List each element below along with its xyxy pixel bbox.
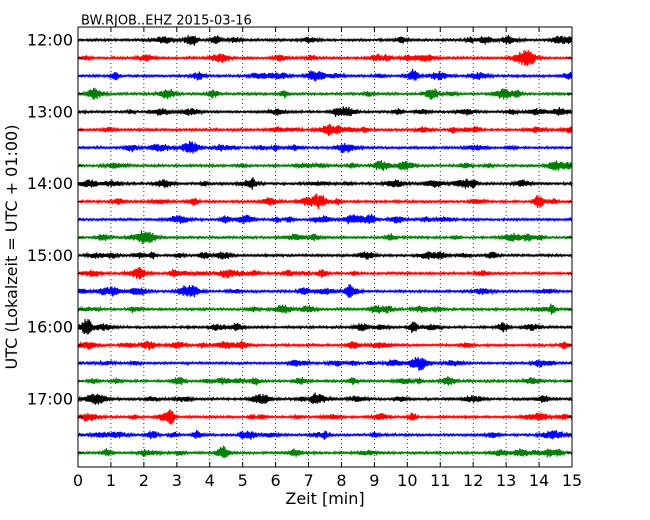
x-tick-label: 5	[238, 471, 248, 490]
y-tick-label: 16:00	[27, 318, 73, 337]
y-axis-label: UTC (Lokalzeit = UTC + 01:00)	[2, 125, 21, 370]
y-tick-label: 13:00	[27, 102, 73, 121]
y-tick-label: 14:00	[27, 174, 73, 193]
seismogram-traces	[77, 34, 573, 459]
x-axis-label: Zeit [min]	[285, 489, 364, 508]
x-tick-label: 13	[496, 471, 516, 490]
trace-1330	[77, 141, 573, 154]
trace-1715	[77, 409, 573, 425]
y-axis: 12:00 13:00 14:00 15:00 16:00 17:00	[27, 31, 572, 454]
trace-1415	[77, 193, 573, 210]
x-tick-label: 8	[336, 471, 346, 490]
x-tick-label: 2	[139, 471, 149, 490]
trace-1400	[77, 176, 573, 190]
x-tick-label: 15	[562, 471, 582, 490]
x-tick-label: 3	[172, 471, 182, 490]
grid-lines	[110, 27, 540, 467]
x-tick-label: 6	[271, 471, 281, 490]
trace-1315	[77, 123, 573, 136]
trace-1245	[77, 87, 573, 100]
trace-1700	[77, 392, 573, 405]
trace-1745	[77, 445, 573, 459]
trace-1615	[77, 340, 573, 351]
y-tick-label: 12:00	[27, 31, 73, 50]
chart-title: BW.RJOB..EHZ 2015-03-16	[81, 14, 252, 29]
trace-1515	[77, 267, 573, 280]
x-tick-label: 12	[463, 471, 483, 490]
x-tick-label: 4	[205, 471, 215, 490]
x-tick-label: 1	[106, 471, 116, 490]
trace-1200	[77, 34, 573, 46]
trace-1600	[77, 319, 573, 335]
trace-1445	[77, 230, 573, 245]
trace-1345	[77, 160, 573, 172]
trace-1630	[77, 356, 573, 371]
x-tick-label: 9	[369, 471, 379, 490]
trace-1730	[77, 429, 573, 440]
y-tick-label: 17:00	[27, 390, 73, 409]
trace-1300	[77, 106, 573, 117]
trace-1530	[77, 284, 573, 298]
trace-1545	[77, 303, 573, 315]
trace-1430	[77, 213, 573, 225]
x-axis: 0 1 2 3 4 5 6 7 8 9 10 11 12 13 14 15	[73, 27, 582, 490]
x-tick-label: 14	[529, 471, 549, 490]
x-tick-label: 7	[303, 471, 313, 490]
x-tick-label: 10	[397, 471, 417, 490]
trace-1500	[77, 251, 573, 260]
x-tick-label: 11	[430, 471, 450, 490]
trace-1230	[77, 68, 573, 82]
trace-1215	[77, 49, 573, 66]
plot-frame	[77, 26, 573, 468]
trace-1645	[77, 376, 573, 386]
x-tick-label: 0	[73, 471, 83, 490]
y-tick-label: 15:00	[27, 246, 73, 265]
